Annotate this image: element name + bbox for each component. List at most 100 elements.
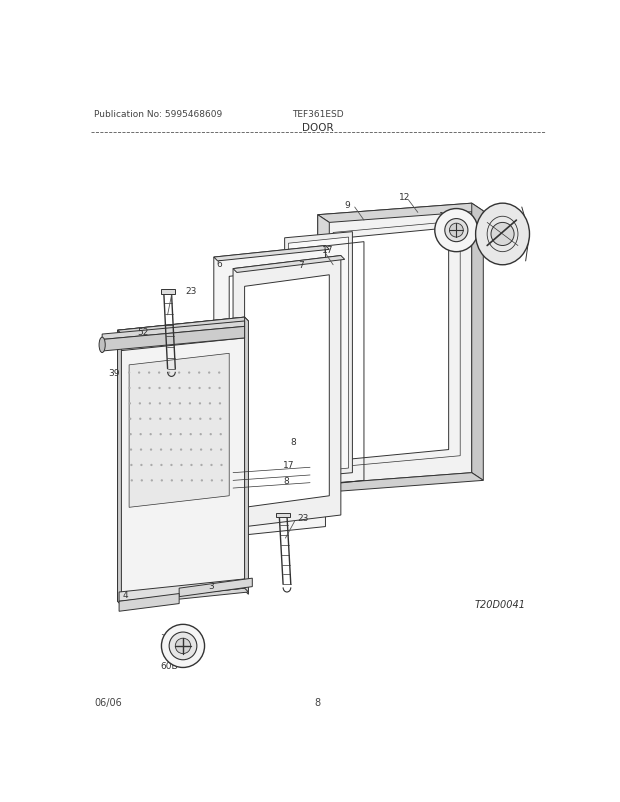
Circle shape: [140, 464, 143, 467]
Ellipse shape: [99, 338, 105, 353]
Polygon shape: [276, 513, 290, 517]
Polygon shape: [245, 275, 329, 508]
Circle shape: [178, 372, 180, 375]
Polygon shape: [119, 579, 245, 602]
Text: 23: 23: [297, 513, 308, 522]
Circle shape: [139, 418, 141, 420]
Polygon shape: [214, 246, 329, 261]
Circle shape: [180, 464, 183, 467]
Circle shape: [128, 387, 131, 390]
Circle shape: [159, 403, 161, 405]
Circle shape: [158, 372, 161, 375]
Circle shape: [199, 418, 202, 420]
Circle shape: [201, 480, 203, 482]
Circle shape: [140, 433, 142, 435]
Circle shape: [161, 480, 163, 482]
Ellipse shape: [476, 204, 529, 265]
Circle shape: [148, 372, 150, 375]
Text: 17: 17: [322, 245, 333, 254]
Circle shape: [208, 387, 211, 390]
Circle shape: [199, 403, 201, 405]
Circle shape: [149, 418, 151, 420]
Circle shape: [219, 433, 222, 435]
Text: 12: 12: [399, 193, 410, 202]
Polygon shape: [233, 256, 345, 273]
Circle shape: [129, 403, 131, 405]
Polygon shape: [317, 216, 329, 492]
Circle shape: [435, 209, 478, 253]
Polygon shape: [118, 318, 249, 334]
Polygon shape: [118, 318, 245, 351]
Polygon shape: [317, 473, 484, 492]
Circle shape: [221, 480, 223, 482]
Circle shape: [169, 433, 172, 435]
Circle shape: [209, 418, 211, 420]
Circle shape: [130, 464, 133, 467]
Circle shape: [208, 372, 210, 375]
Text: 60B: 60B: [160, 662, 177, 670]
Circle shape: [450, 224, 463, 237]
Circle shape: [140, 449, 142, 452]
Circle shape: [180, 449, 182, 452]
Text: 17: 17: [283, 461, 294, 470]
Circle shape: [190, 464, 193, 467]
Polygon shape: [102, 322, 245, 340]
Circle shape: [128, 372, 130, 375]
Circle shape: [191, 480, 193, 482]
Circle shape: [200, 449, 202, 452]
Text: 39: 39: [108, 369, 120, 378]
Circle shape: [169, 418, 172, 420]
Circle shape: [190, 433, 192, 435]
Polygon shape: [288, 237, 348, 475]
Circle shape: [220, 449, 223, 452]
Polygon shape: [118, 318, 245, 602]
Circle shape: [139, 403, 141, 405]
Polygon shape: [102, 327, 245, 351]
Circle shape: [170, 480, 173, 482]
Circle shape: [169, 387, 171, 390]
Text: Publication No: 5995468609: Publication No: 5995468609: [94, 110, 223, 119]
Circle shape: [138, 372, 140, 375]
Polygon shape: [317, 204, 484, 223]
Circle shape: [168, 372, 170, 375]
Circle shape: [149, 403, 151, 405]
Text: 6: 6: [216, 259, 222, 269]
Circle shape: [210, 464, 213, 467]
Circle shape: [210, 433, 212, 435]
Circle shape: [179, 403, 181, 405]
Text: 8: 8: [315, 697, 321, 707]
Circle shape: [175, 638, 191, 654]
Circle shape: [159, 433, 162, 435]
Polygon shape: [179, 578, 252, 597]
Circle shape: [198, 387, 201, 390]
Circle shape: [131, 480, 133, 482]
Circle shape: [200, 464, 203, 467]
Circle shape: [491, 223, 514, 246]
Circle shape: [150, 464, 153, 467]
Circle shape: [179, 387, 180, 390]
Circle shape: [179, 418, 182, 420]
Text: 9: 9: [345, 201, 350, 210]
Polygon shape: [214, 246, 326, 538]
Circle shape: [190, 449, 192, 452]
Circle shape: [218, 387, 221, 390]
Circle shape: [169, 403, 171, 405]
Text: eReplacementParts.com: eReplacementParts.com: [241, 428, 394, 441]
Circle shape: [198, 372, 200, 375]
Circle shape: [209, 403, 211, 405]
Circle shape: [130, 433, 132, 435]
Circle shape: [130, 449, 132, 452]
Circle shape: [169, 632, 197, 660]
Text: 10: 10: [484, 212, 495, 221]
Circle shape: [170, 449, 172, 452]
Circle shape: [170, 464, 172, 467]
Circle shape: [141, 480, 143, 482]
Text: 7: 7: [298, 261, 304, 270]
Circle shape: [219, 418, 221, 420]
Circle shape: [220, 464, 223, 467]
Text: 8: 8: [291, 438, 296, 447]
Circle shape: [219, 403, 221, 405]
Text: 3: 3: [208, 581, 214, 590]
Text: 23: 23: [185, 286, 197, 295]
Circle shape: [188, 403, 191, 405]
